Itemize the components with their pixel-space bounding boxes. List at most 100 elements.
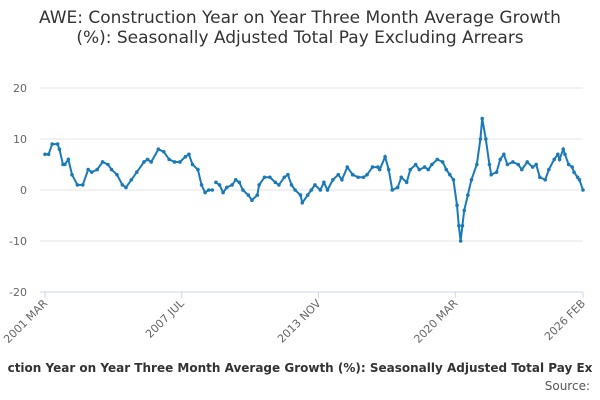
y-tick-label: -10 xyxy=(9,235,27,248)
data-point xyxy=(557,157,562,162)
data-point xyxy=(543,178,548,182)
data-point xyxy=(217,183,222,187)
data-point xyxy=(129,178,134,182)
data-point xyxy=(262,175,267,180)
data-point xyxy=(273,180,278,185)
data-point xyxy=(408,167,413,172)
data-point xyxy=(404,180,409,185)
data-point xyxy=(581,188,585,192)
data-point xyxy=(124,185,128,190)
data-point xyxy=(313,183,317,187)
data-point xyxy=(572,170,576,174)
data-point xyxy=(300,200,305,205)
series-line xyxy=(45,118,584,242)
data-point xyxy=(534,162,539,167)
data-point xyxy=(120,183,125,187)
data-point xyxy=(502,152,506,157)
data-point xyxy=(530,165,535,169)
data-point xyxy=(210,188,215,192)
data-point xyxy=(444,167,449,172)
y-tick-label: 0 xyxy=(20,184,27,197)
data-point xyxy=(520,167,524,172)
data-point xyxy=(383,155,387,159)
data-point xyxy=(475,162,479,167)
data-point xyxy=(277,183,281,187)
data-point xyxy=(309,188,314,192)
data-point xyxy=(115,172,119,177)
data-point xyxy=(142,160,146,164)
data-point xyxy=(331,178,335,182)
data-point xyxy=(552,157,557,162)
data-point xyxy=(224,185,229,190)
data-point xyxy=(196,167,200,172)
data-point xyxy=(426,167,431,172)
data-point xyxy=(370,165,375,169)
data-point xyxy=(282,175,287,180)
data-point xyxy=(462,208,467,213)
data-point xyxy=(494,170,499,174)
data-point xyxy=(505,162,510,167)
data-point xyxy=(325,188,330,192)
x-tick-label: 2001 MAR xyxy=(1,297,50,346)
data-point xyxy=(95,167,99,172)
data-point xyxy=(149,160,153,164)
data-point xyxy=(390,188,395,192)
data-point xyxy=(206,188,211,192)
x-tick-label: 2007 JUL xyxy=(143,296,187,340)
data-point xyxy=(214,180,218,185)
data-point xyxy=(469,178,474,182)
data-point xyxy=(246,193,251,197)
chart-title: AWE: Construction Year on Year Three Mon… xyxy=(39,8,561,48)
data-point xyxy=(489,172,494,177)
data-point xyxy=(305,193,310,197)
data-point xyxy=(448,172,452,177)
data-point xyxy=(145,157,150,162)
data-point xyxy=(570,165,575,169)
data-point xyxy=(516,162,521,167)
data-point xyxy=(460,223,465,228)
data-point xyxy=(161,149,166,154)
data-point xyxy=(57,147,62,151)
data-point xyxy=(55,142,60,146)
data-point xyxy=(417,167,422,172)
data-point xyxy=(268,175,272,180)
data-point xyxy=(241,188,245,192)
data-point xyxy=(289,183,294,187)
data-point xyxy=(376,165,380,169)
data-point xyxy=(466,193,470,197)
data-point xyxy=(478,137,483,141)
data-point xyxy=(575,175,580,180)
data-point xyxy=(377,167,382,172)
data-point xyxy=(435,157,440,162)
x-tick-label: 2013 NOV xyxy=(275,297,324,346)
y-tick-label: 10 xyxy=(13,133,27,146)
data-point xyxy=(221,190,225,195)
data-point xyxy=(563,152,567,157)
data-point xyxy=(89,170,94,174)
data-point xyxy=(399,175,404,180)
data-point xyxy=(156,147,161,151)
data-point xyxy=(525,160,530,164)
data-point xyxy=(298,193,303,197)
data-point xyxy=(322,180,326,185)
data-point xyxy=(457,223,461,228)
data-point xyxy=(66,157,71,162)
data-point xyxy=(480,116,485,121)
data-point xyxy=(386,167,391,172)
data-point xyxy=(350,172,355,177)
data-point xyxy=(75,183,80,187)
data-point xyxy=(62,162,67,167)
data-point xyxy=(566,162,571,167)
data-point xyxy=(46,152,51,157)
data-point xyxy=(455,203,459,208)
data-point xyxy=(556,152,560,157)
data-point xyxy=(547,167,551,172)
data-point xyxy=(440,160,445,164)
data-point xyxy=(100,160,105,164)
y-tick-label: 20 xyxy=(13,82,27,95)
data-point xyxy=(487,162,492,167)
data-point xyxy=(365,172,369,177)
data-point xyxy=(345,165,350,169)
